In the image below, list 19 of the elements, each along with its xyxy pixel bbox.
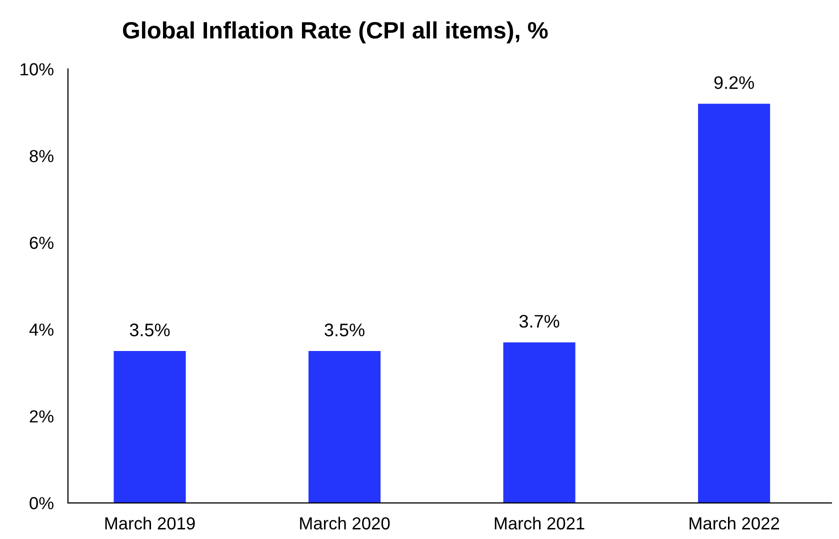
bar bbox=[698, 104, 770, 503]
x-tick-label: March 2022 bbox=[690, 516, 780, 530]
bar bbox=[114, 351, 186, 503]
y-tick-label: 8% bbox=[30, 150, 54, 162]
x-tick-label: March 2020 bbox=[300, 516, 390, 530]
y-tick-label: 0% bbox=[30, 497, 54, 510]
y-tick-label: 10% bbox=[20, 63, 54, 76]
x-tick-label: March 2021 bbox=[494, 516, 584, 530]
chart-title: Global Inflation Rate (CPI all items), % bbox=[122, 21, 548, 44]
data-label: 9.2% bbox=[714, 76, 754, 90]
x-tick-label: March 2019 bbox=[105, 516, 195, 530]
data-label: 3.5% bbox=[130, 324, 170, 336]
bar bbox=[503, 342, 576, 503]
y-tick-label: 2% bbox=[30, 410, 54, 422]
y-tick-label: 6% bbox=[30, 236, 54, 250]
bar bbox=[308, 351, 381, 503]
data-label: 3.5% bbox=[324, 324, 364, 336]
data-label: 3.7% bbox=[519, 314, 560, 328]
y-tick-label: 4% bbox=[29, 324, 54, 336]
